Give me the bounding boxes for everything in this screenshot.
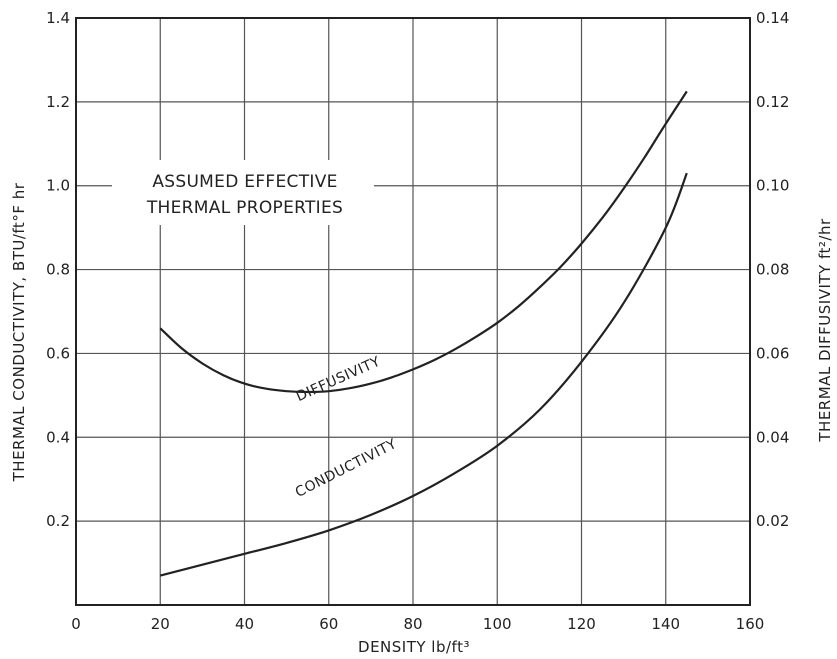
y-left-tick-label: 0.2 xyxy=(46,512,70,530)
y-right-tick-labels: 0.02 0.04 0.06 0.08 0.10 0.12 0.14 xyxy=(756,9,789,530)
x-tick-label: 20 xyxy=(151,615,170,633)
x-tick-label: 60 xyxy=(319,615,338,633)
y-left-tick-label: 1.0 xyxy=(46,177,70,195)
curve-label-diffusivity: DIFFUSIVITY xyxy=(294,354,383,405)
curve-label-conductivity: CONDUCTIVITY xyxy=(293,436,400,501)
plot-frame xyxy=(75,17,751,606)
series-line-diffusivity xyxy=(159,90,688,394)
y-left-tick-label: 0.4 xyxy=(46,428,70,446)
x-tick-label: 100 xyxy=(483,615,512,633)
series-lines xyxy=(159,90,688,577)
y-right-tick-label: 0.08 xyxy=(756,261,789,279)
annotation-line-1: ASSUMED EFFECTIVE xyxy=(152,172,337,192)
x-tick-label: 40 xyxy=(235,615,254,633)
y-right-tick-label: 0.14 xyxy=(756,9,789,27)
y-right-tick-label: 0.02 xyxy=(756,512,789,530)
y-right-tick-label: 0.12 xyxy=(756,93,789,111)
x-tick-label: 120 xyxy=(567,615,596,633)
annotation-line-2: THERMAL PROPERTIES xyxy=(146,198,343,218)
annotation-background xyxy=(112,160,374,225)
x-axis-label: DENSITY lb/ft³ xyxy=(358,638,470,656)
grid-lines xyxy=(76,18,750,605)
x-tick-label: 160 xyxy=(736,615,765,633)
y-axis-label-right: THERMAL DIFFUSIVITY ft²/hr xyxy=(816,218,834,443)
y-left-tick-label: 0.6 xyxy=(46,344,70,362)
y-axis-label-left: THERMAL CONDUCTIVITY, BTU/ft°F hr xyxy=(10,182,28,482)
y-right-tick-label: 0.06 xyxy=(756,344,789,362)
y-left-tick-label: 1.4 xyxy=(46,9,70,27)
y-left-tick-label: 0.8 xyxy=(46,261,70,279)
y-left-tick-label: 1.2 xyxy=(46,93,70,111)
x-tick-label: 80 xyxy=(403,615,422,633)
y-right-tick-label: 0.04 xyxy=(756,428,789,446)
x-tick-label: 140 xyxy=(651,615,680,633)
x-tick-label: 0 xyxy=(71,615,81,633)
x-tick-labels: 0 20 40 60 80 100 120 140 160 xyxy=(71,615,764,633)
series-line-conductivity xyxy=(160,172,688,577)
y-left-tick-labels: 0.2 0.4 0.6 0.8 1.0 1.2 1.4 xyxy=(46,9,70,530)
y-right-tick-label: 0.10 xyxy=(756,177,789,195)
